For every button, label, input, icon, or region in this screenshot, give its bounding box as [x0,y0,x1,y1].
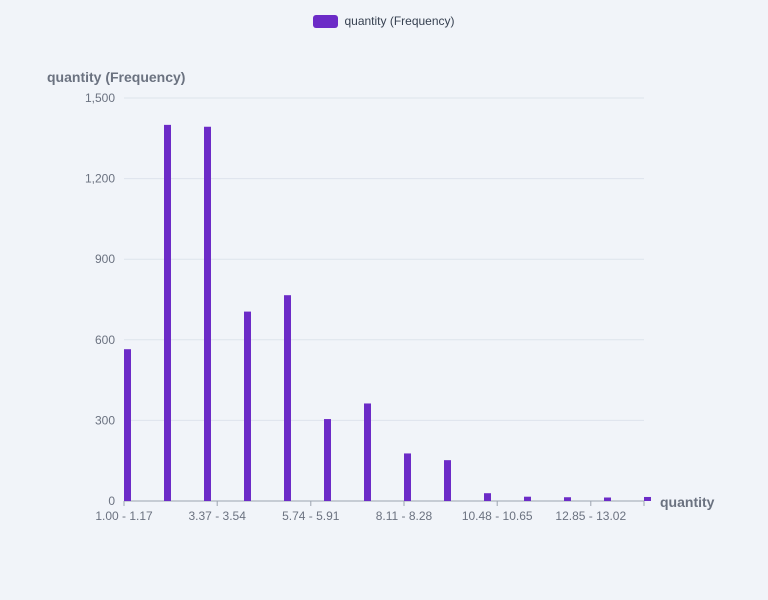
grid-lines [124,97,644,421]
histogram-bar[interactable] [644,496,651,501]
x-tick-label: 3.37 - 3.54 [189,509,247,523]
histogram-bar[interactable] [444,460,451,501]
histogram-bar[interactable] [124,349,131,501]
histogram-bar[interactable] [604,497,611,501]
y-tick-label: 1,500 [85,91,115,105]
x-tick-label: 12.85 - 13.02 [555,509,626,523]
histogram-bar[interactable] [164,124,171,501]
x-tick-label: 10.48 - 10.65 [462,509,533,523]
y-tick-label: 0 [108,494,115,508]
histogram-bar[interactable] [524,496,531,501]
legend-label: quantity (Frequency) [344,14,455,28]
histogram-bar[interactable] [204,126,211,502]
histogram-bar[interactable] [244,311,251,501]
histogram-bar[interactable] [324,419,331,501]
histogram-bar[interactable] [564,497,571,501]
y-tick-label: 900 [95,252,115,266]
histogram-bar[interactable] [404,453,411,501]
x-axis-title: quantity [660,494,715,510]
x-tick-label: 8.11 - 8.28 [376,509,433,523]
y-tick-label: 1,200 [85,172,115,186]
bars [124,124,651,502]
histogram-bar[interactable] [284,295,291,501]
y-tick-label: 300 [95,413,115,427]
y-tick-label: 600 [95,333,115,347]
axes: 0 300 600 900 1,200 1,500 1.00 - 1.17 3.37 - 3.… [85,91,645,523]
x-tick-label: 5.74 - 5.91 [282,509,340,523]
y-axis-title: quantity (Frequency) [47,69,185,85]
x-tick-label: 1.00 - 1.17 [95,509,153,523]
legend[interactable]: quantity (Frequency) [0,14,768,28]
histogram-bar[interactable] [484,493,491,501]
legend-swatch [313,14,339,28]
histogram-bar[interactable] [364,403,371,501]
